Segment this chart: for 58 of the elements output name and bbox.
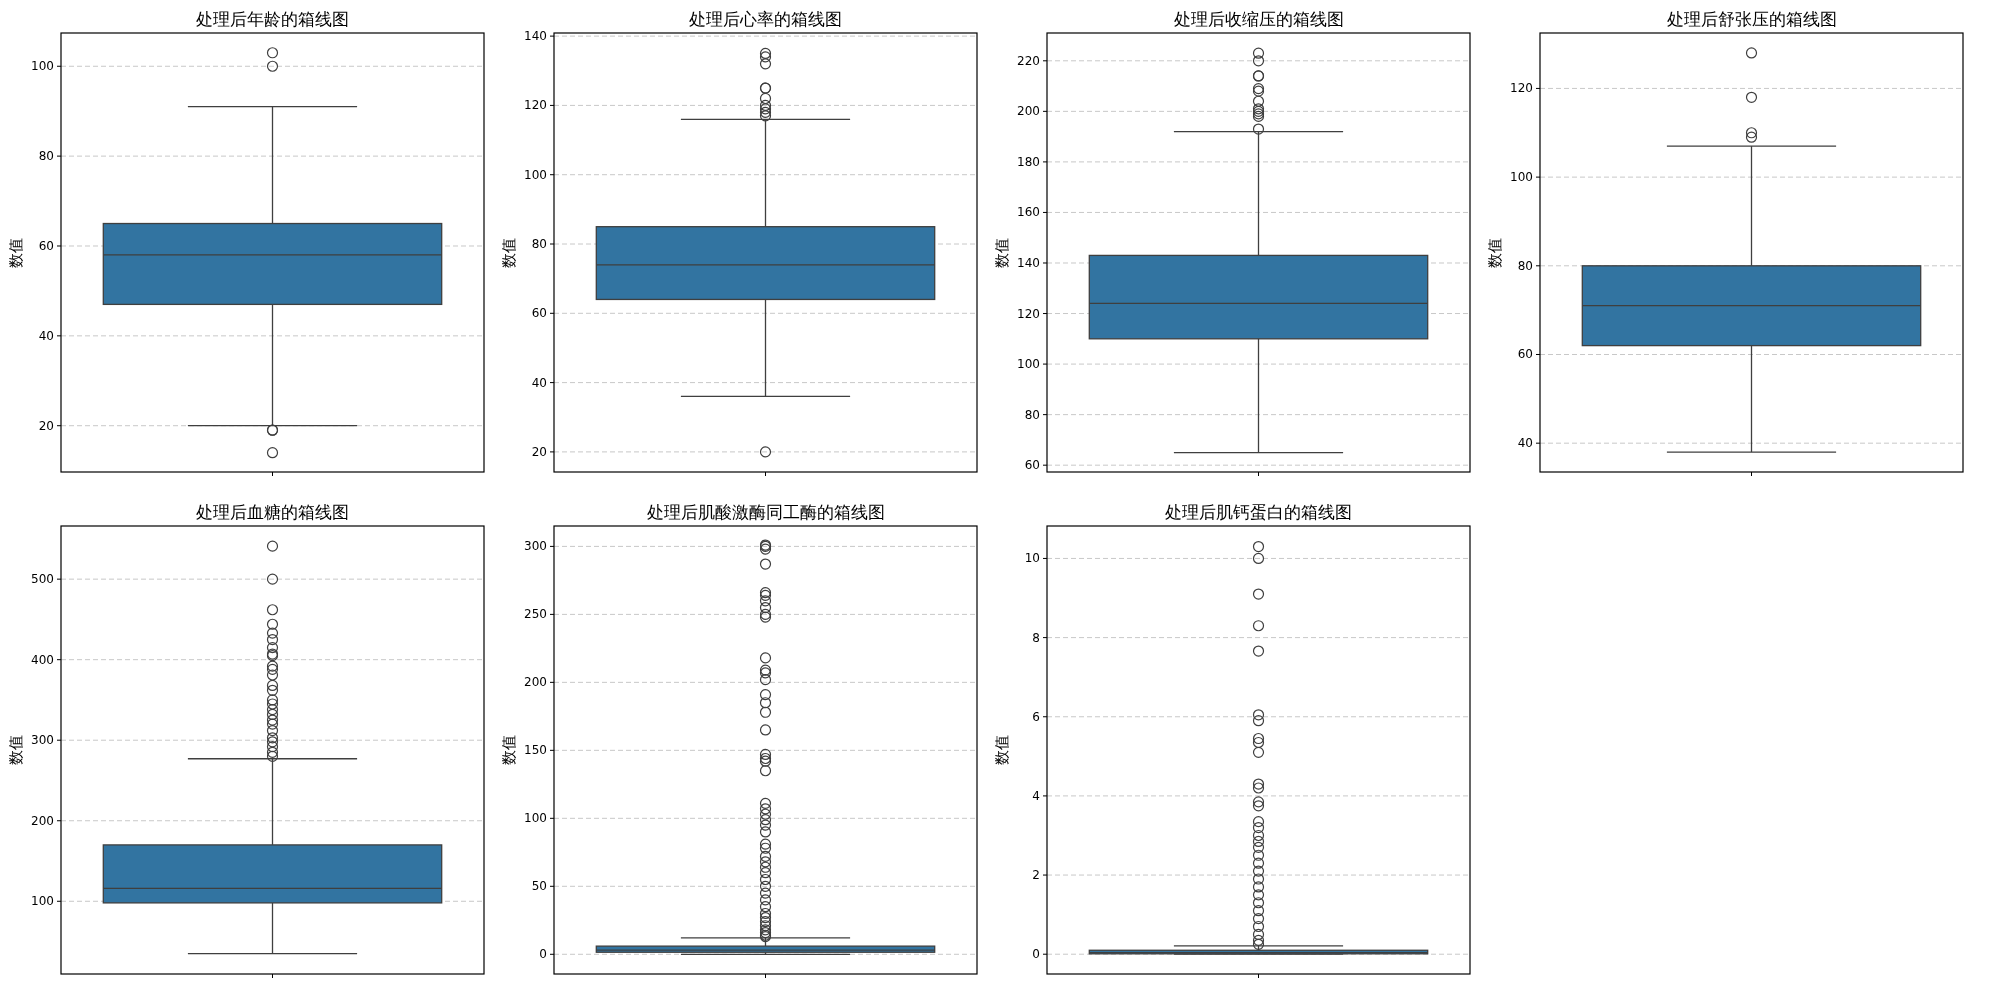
y-tick-label: 40 (1517, 436, 1533, 451)
chart-title: 处理后血糖的箱线图 (196, 502, 349, 522)
y-axis-title: 数值 (1486, 237, 1504, 268)
y-tick-label: 20 (531, 444, 547, 459)
chart-title: 处理后心率的箱线图 (689, 9, 842, 29)
y-tick-label: 50 (531, 879, 547, 894)
y-tick-label: 140 (1017, 255, 1040, 270)
y-axis-title: 数值 (7, 735, 25, 765)
y-tick-label: 250 (524, 607, 547, 622)
y-tick-label: 80 (1517, 258, 1533, 273)
y-tick-label: 60 (1024, 458, 1040, 473)
y-tick-label: 160 (1017, 205, 1040, 220)
y-tick-label: 0 (1032, 947, 1040, 962)
y-tick-label: 180 (1017, 154, 1040, 169)
y-tick-label: 80 (38, 149, 54, 164)
y-tick-label: 100 (31, 894, 54, 909)
y-tick-label: 140 (524, 29, 547, 44)
chart-title: 处理后收缩压的箱线图 (1173, 9, 1344, 29)
y-axis-title: 数值 (993, 735, 1011, 765)
y-tick-label: 300 (31, 733, 54, 748)
y-tick-label: 2 (1032, 868, 1040, 883)
y-tick-label: 100 (1017, 357, 1040, 372)
y-tick-label: 200 (31, 813, 54, 828)
y-tick-label: 80 (1024, 407, 1040, 422)
y-tick-label: 100 (31, 59, 54, 74)
y-axis-title: 数值 (7, 237, 25, 268)
y-tick-label: 8 (1032, 630, 1040, 645)
chart-title: 处理后肌酸激酶同工酶的箱线图 (646, 502, 885, 522)
y-tick-label: 100 (524, 167, 547, 182)
y-tick-label: 120 (1510, 81, 1533, 96)
y-axis-title: 数值 (500, 237, 518, 268)
chart-title: 处理后肌钙蛋白的箱线图 (1165, 502, 1352, 522)
y-tick-label: 100 (524, 811, 547, 826)
y-tick-label: 200 (1017, 104, 1040, 119)
y-tick-label: 200 (524, 675, 547, 690)
y-tick-label: 40 (531, 375, 547, 390)
y-tick-label: 60 (531, 306, 547, 321)
y-tick-label: 300 (524, 539, 547, 554)
chart-title: 处理后年龄的箱线图 (196, 9, 349, 29)
y-axis-title: 数值 (500, 735, 518, 765)
y-tick-label: 400 (31, 652, 54, 667)
y-tick-label: 60 (1517, 347, 1533, 362)
y-tick-label: 500 (31, 572, 54, 587)
y-axis-title: 数值 (993, 237, 1011, 268)
chart-title: 处理后舒张压的箱线图 (1666, 9, 1837, 29)
y-tick-label: 0 (539, 947, 547, 962)
y-tick-label: 100 (1510, 170, 1533, 185)
y-tick-label: 60 (38, 238, 54, 253)
y-tick-label: 120 (1017, 306, 1040, 321)
y-tick-label: 120 (524, 98, 547, 113)
y-tick-label: 6 (1032, 709, 1040, 724)
y-tick-label: 20 (38, 418, 54, 433)
y-tick-label: 80 (531, 237, 547, 252)
y-tick-label: 40 (38, 328, 54, 343)
y-tick-label: 10 (1024, 551, 1040, 566)
y-tick-label: 220 (1017, 53, 1040, 68)
y-tick-label: 4 (1032, 788, 1040, 803)
y-tick-label: 150 (524, 743, 547, 758)
